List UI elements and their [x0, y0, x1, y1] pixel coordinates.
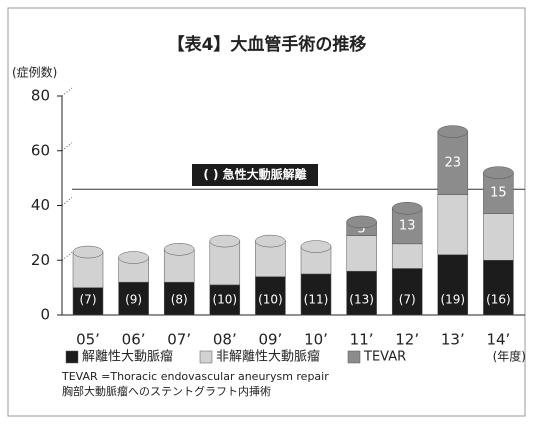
legend-swatch — [199, 350, 213, 364]
x-tick-label: 14’ — [486, 331, 510, 349]
y-tick-label: 20 — [31, 251, 50, 269]
x-tick-label: 11’ — [350, 331, 374, 349]
annotation-legend: ( ) 急性大動脈解離 — [203, 167, 306, 182]
annotation: (19) — [440, 293, 465, 307]
bar-segment — [118, 281, 149, 316]
grid-line — [61, 251, 73, 261]
bar-segment — [437, 194, 469, 256]
x-tick-label: 09’ — [258, 331, 282, 349]
bar-segment — [437, 254, 469, 316]
x-tick-label: 07’ — [167, 331, 191, 349]
bar-top — [437, 125, 469, 138]
chart-title: 【表4】大血管手術の推移 — [168, 34, 367, 55]
bar-top — [483, 166, 514, 179]
annotation: (10) — [258, 293, 283, 307]
annotation-legend-box — [192, 164, 318, 186]
bar-top — [255, 234, 286, 248]
bar-top — [118, 251, 149, 264]
data-label: 15 — [490, 186, 507, 201]
legend-swatch — [65, 350, 79, 364]
annotation: (9) — [125, 293, 142, 307]
y-tick-label: 40 — [31, 196, 50, 214]
bar-top — [346, 215, 377, 229]
legend-swatch — [347, 350, 361, 364]
x-tick-label: 05’ — [76, 331, 100, 349]
bar-segment — [483, 213, 514, 261]
annotation: (8) — [171, 293, 188, 307]
note: 胸部大動脈瘤へのステントグラフト内挿術 — [62, 384, 271, 398]
bar-top — [391, 201, 423, 215]
legend-label: 非解離性大動脈瘤 — [216, 349, 320, 365]
bar-segment — [346, 270, 377, 316]
legend-label: TEVAR — [363, 350, 406, 365]
y-tick-label: 60 — [31, 141, 50, 159]
grid-line — [61, 197, 73, 206]
annotation: (7) — [80, 293, 97, 307]
y-tick-label: 80 — [31, 87, 50, 105]
annotation: (11) — [304, 293, 329, 307]
annotation: (13) — [349, 293, 374, 307]
data-label: 5 — [357, 221, 365, 236]
x-tick-label: 06’ — [122, 331, 146, 349]
data-label: 23 — [445, 156, 462, 171]
bar-segment — [346, 235, 377, 272]
bar-segment — [300, 273, 332, 316]
x-tick-label: 12’ — [395, 331, 419, 349]
x-tick-label: 08’ — [213, 331, 237, 349]
bar-segment — [209, 240, 241, 286]
bar-segment — [255, 276, 286, 316]
annotation: (16) — [486, 293, 511, 307]
y-tick-label: 0 — [40, 306, 50, 324]
x-tick-label: 13’ — [441, 331, 465, 349]
bar-segment — [391, 243, 423, 269]
data-label: 13 — [399, 219, 416, 234]
bar-top — [209, 234, 241, 248]
legend-label: 解離性大動脈瘤 — [82, 349, 173, 365]
annotation: (7) — [399, 293, 416, 307]
x-axis-label: (年度) — [493, 349, 526, 364]
annotation: (10) — [212, 293, 237, 307]
bar-segment — [483, 260, 514, 316]
x-tick-label: 10’ — [304, 331, 328, 349]
bar-top — [72, 245, 104, 259]
grid-line — [61, 142, 73, 152]
bar-segment — [72, 287, 104, 316]
bar-top — [163, 243, 195, 256]
grid-line — [61, 87, 73, 97]
y-axis-label: (症例数) — [12, 65, 57, 80]
bar-top — [300, 240, 332, 253]
note: TEVAR =Thoracic endovascular aneurysm re… — [61, 370, 329, 383]
